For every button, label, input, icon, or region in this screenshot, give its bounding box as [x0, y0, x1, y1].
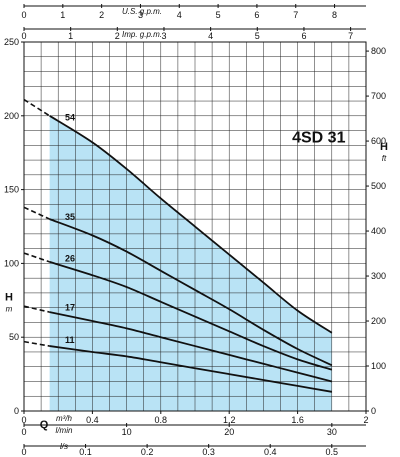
secondary-tick-label: 0: [21, 427, 26, 437]
y-tick-label: 150: [4, 185, 19, 195]
secondary-tick-label: 0: [21, 447, 26, 457]
y2-tick-label: 500: [371, 181, 386, 191]
secondary-tick-label: 1: [60, 10, 65, 20]
curve-dashed-segment: [23, 252, 50, 263]
y2-tick-label: 800: [371, 46, 386, 56]
secondary-tick-label: 6: [301, 31, 306, 41]
secondary-tick-label: 8: [332, 10, 337, 20]
curve-label: 17: [65, 302, 75, 312]
y-tick-label: 250: [4, 37, 19, 47]
x-tick-label: 0: [21, 415, 26, 425]
curve-label: 35: [65, 212, 75, 222]
plot-frame: [23, 41, 367, 412]
secondary-tick-label: 2: [99, 10, 104, 20]
y-axis-unit: m: [6, 304, 13, 313]
secondary-tick-label: 0: [21, 31, 26, 41]
y2-tick-label: 700: [371, 91, 386, 101]
secondary-tick-label: 7: [348, 31, 353, 41]
curve-stage-11: 11: [23, 335, 332, 393]
y2-axis-label: H: [380, 141, 388, 153]
y-axis-label: H: [5, 291, 13, 303]
secondary-tick-label: 3: [138, 10, 143, 20]
x-tick-label: 1.2: [223, 415, 236, 425]
x-tick-label: 2: [363, 415, 368, 425]
y2-tick-label: 100: [371, 361, 386, 371]
secondary-tick-label: 0: [21, 10, 26, 20]
y2-tick-label: 300: [371, 271, 386, 281]
secondary-tick-label: 0.3: [202, 447, 215, 457]
curve-solid-segment: [49, 261, 333, 371]
secondary-axis-unit: l/min: [56, 426, 73, 435]
secondary-tick-label: 3: [161, 31, 166, 41]
curve-dashed-segment: [23, 98, 51, 117]
chart-title: 4SD 31: [292, 129, 345, 146]
head-curves: 54 35 26 17 11: [23, 98, 333, 393]
curve-dashed-segment: [23, 305, 50, 313]
secondary-tick-label: 6: [254, 10, 259, 20]
x-tick-label: 0.4: [86, 415, 99, 425]
secondary-tick-label: 4: [177, 10, 182, 20]
grid: [24, 42, 366, 411]
secondary-tick-label: 0.2: [141, 447, 154, 457]
curve-solid-segment: [49, 218, 333, 367]
secondary-tick-label: 0.1: [79, 447, 92, 457]
secondary-tick-label: 30: [327, 427, 337, 437]
curve-label: 54: [65, 112, 75, 122]
x-axis-unit: m³/h: [56, 414, 73, 423]
curve-label: 11: [65, 335, 75, 345]
secondary-tick-label: 0.4: [264, 447, 277, 457]
curve-stage-35: 35: [23, 206, 333, 367]
y-tick-label: 50: [9, 332, 19, 342]
secondary-tick-label: 4: [208, 31, 213, 41]
curve-dashed-segment: [23, 206, 50, 220]
axes: 050100150200250Hm01002003004005006007008…: [4, 4, 388, 457]
secondary-axis-unit: U.S. g.p.m.: [122, 7, 162, 16]
secondary-tick-label: 20: [224, 427, 234, 437]
x-axis-label: Q: [40, 419, 49, 431]
y2-axis-unit: ft: [382, 154, 387, 163]
curve-solid-segment: [49, 115, 333, 334]
curve-stage-26: 26: [23, 252, 333, 371]
y2-tick-label: 0: [371, 406, 376, 416]
curve-stage-17: 17: [23, 302, 333, 383]
secondary-axis-unit: l/s: [60, 442, 68, 451]
y-tick-label: 200: [4, 111, 19, 121]
secondary-tick-label: 2: [115, 31, 120, 41]
y-tick-label: 100: [4, 258, 19, 268]
x-tick-label: 0.8: [155, 415, 168, 425]
y2-tick-label: 200: [371, 316, 386, 326]
curve-solid-segment: [49, 311, 333, 383]
secondary-axis-unit: Imp. g.p.m.: [122, 30, 162, 39]
secondary-tick-label: 10: [122, 427, 132, 437]
y-tick-label: 0: [14, 406, 19, 416]
curve-label: 26: [65, 254, 75, 264]
x-tick-label: 1.6: [291, 415, 304, 425]
y2-tick-label: 400: [371, 226, 386, 236]
secondary-tick-label: 0.5: [326, 447, 339, 457]
secondary-tick-label: 5: [255, 31, 260, 41]
secondary-tick-label: 7: [293, 10, 298, 20]
curve-dashed-segment: [23, 340, 50, 347]
y2-tick-label: 600: [371, 136, 386, 146]
secondary-tick-label: 5: [216, 10, 221, 20]
secondary-tick-label: 1: [68, 31, 73, 41]
curve-solid-segment: [49, 345, 332, 393]
curve-stage-54: 54: [23, 98, 333, 334]
